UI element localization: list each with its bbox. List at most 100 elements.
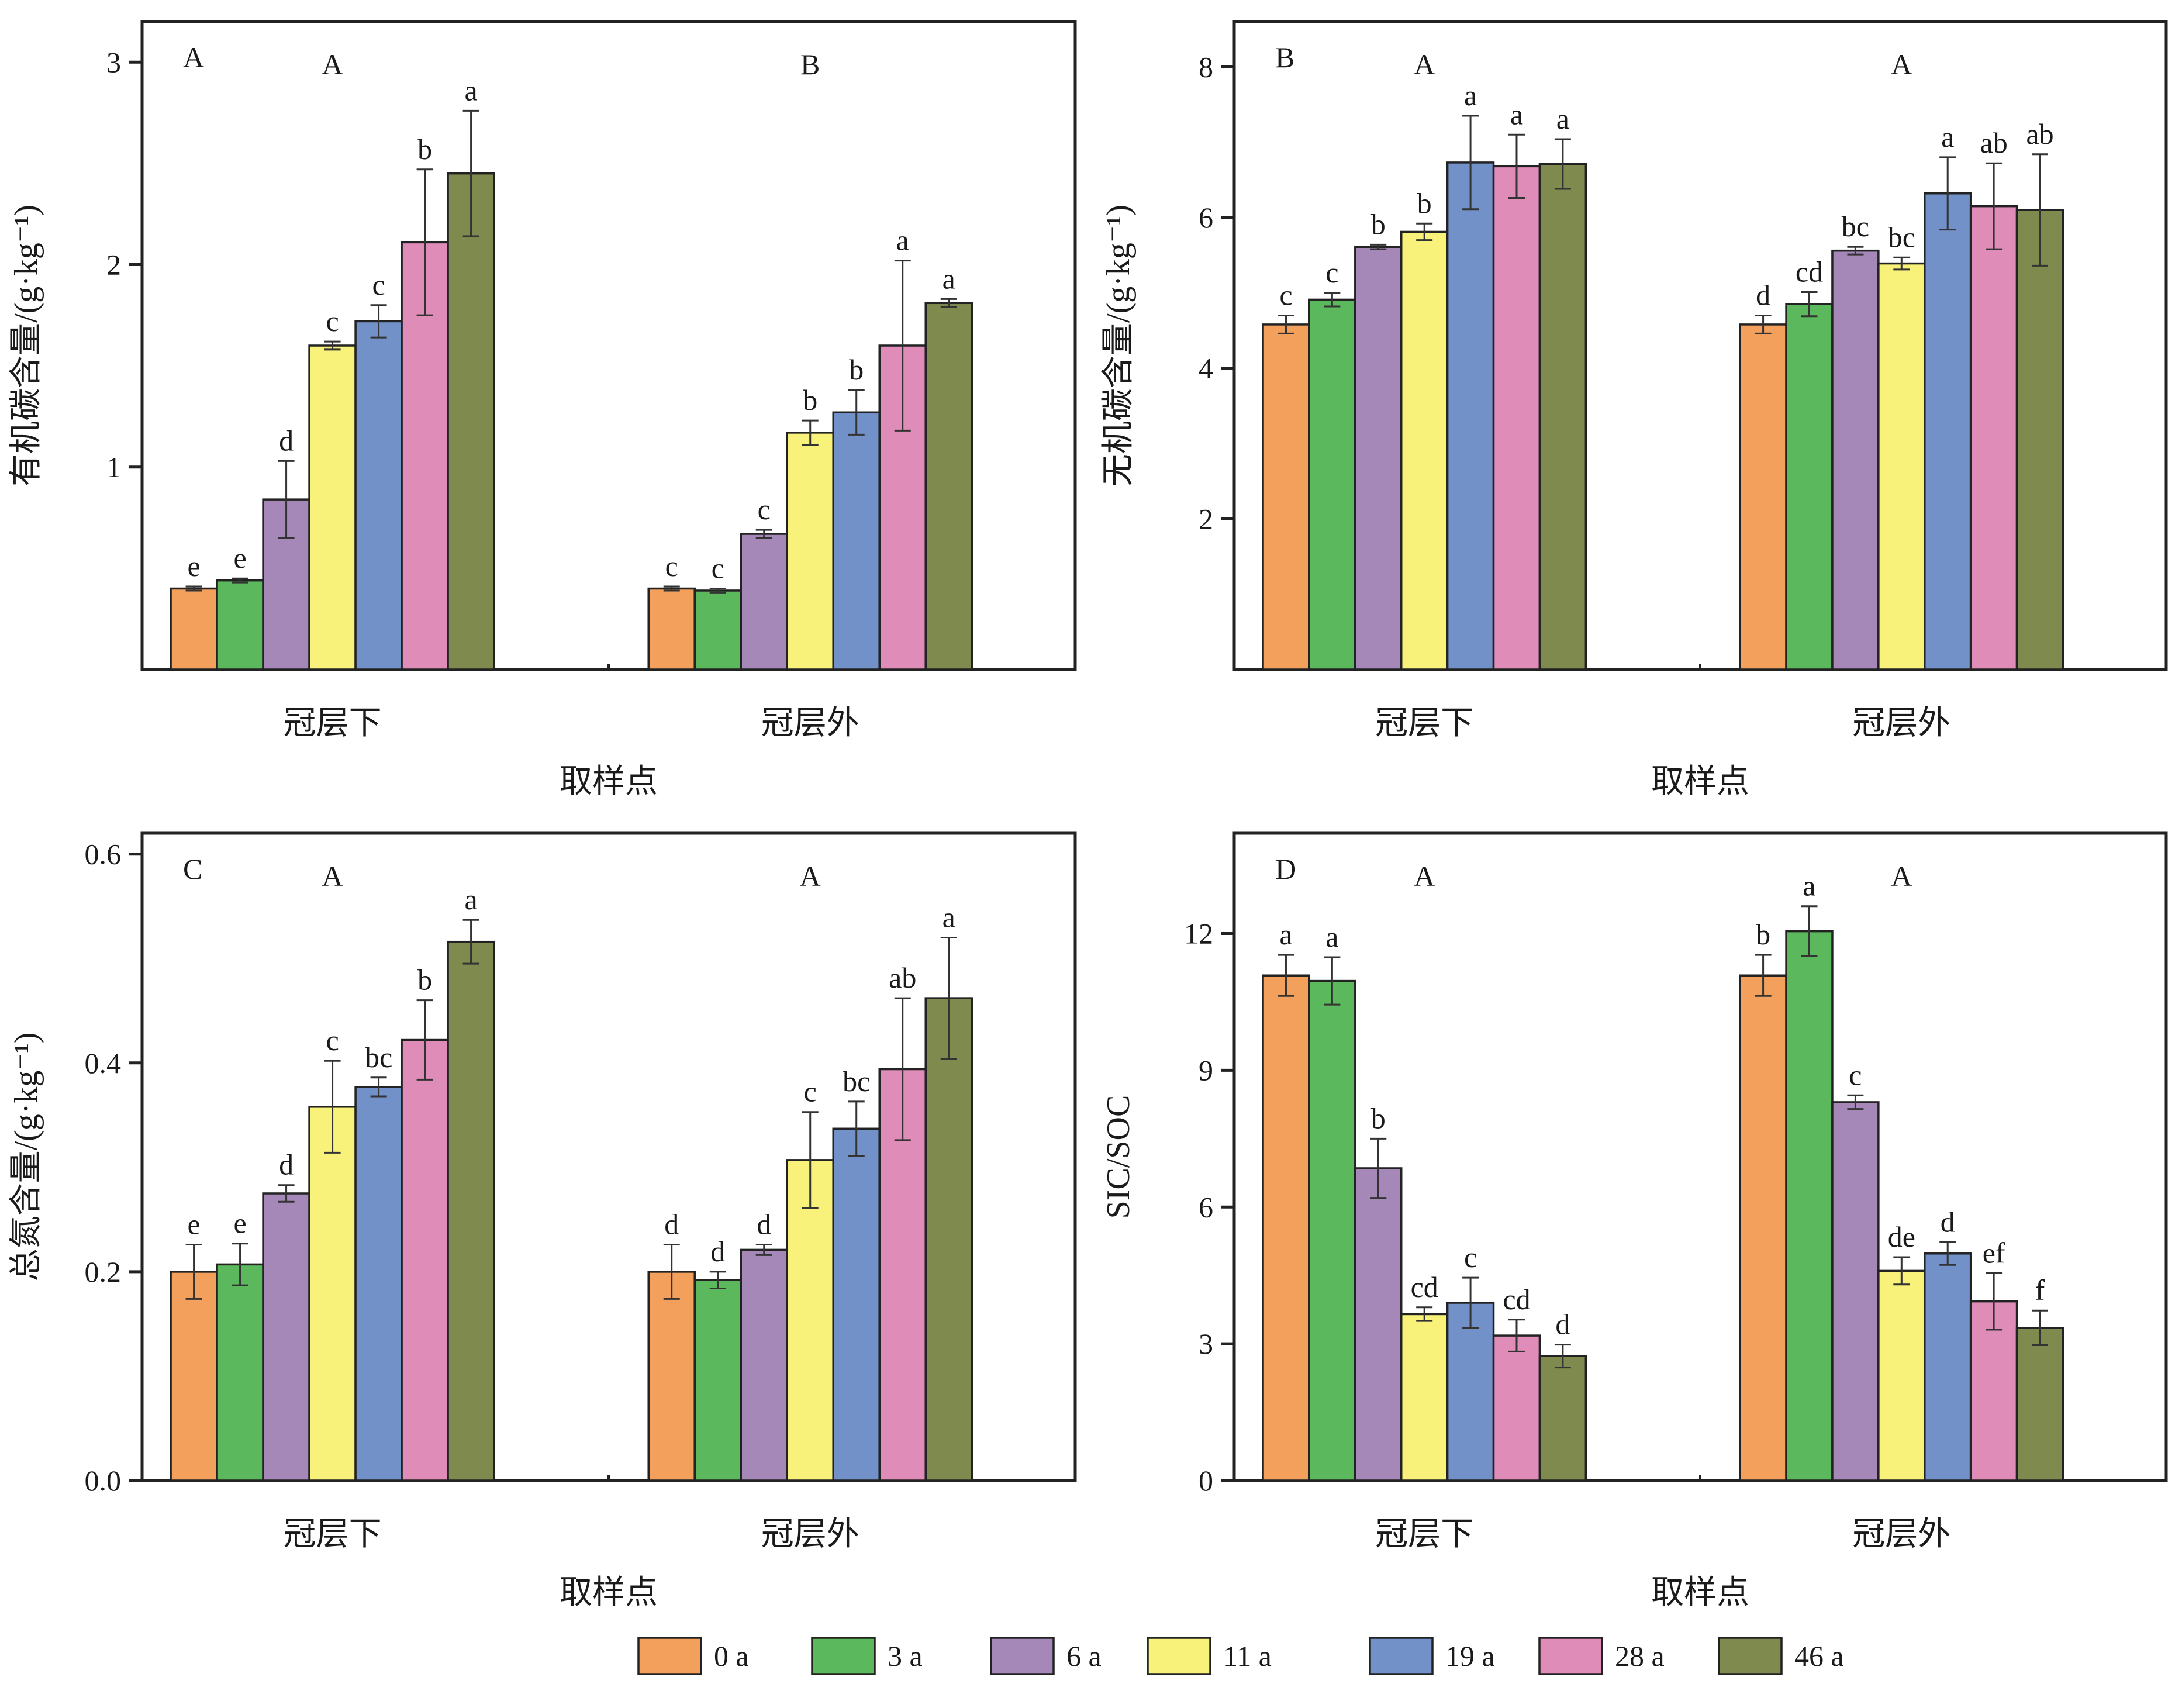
significance-letter: c: [665, 550, 678, 582]
legend-swatch: [1369, 1637, 1434, 1675]
bar: [354, 320, 403, 671]
bar: [1492, 1334, 1541, 1482]
legend-label: 46 a: [1794, 1640, 1844, 1672]
x-tick-label: 冠层下: [1375, 1516, 1473, 1552]
significance-letter: b: [1371, 208, 1386, 240]
bar: [832, 411, 881, 671]
y-tick-label: 12: [1184, 917, 1213, 950]
bar: [1969, 1300, 2018, 1482]
bar: [1308, 298, 1356, 671]
bar: [832, 1127, 881, 1482]
group-significance-letter: A: [322, 860, 343, 892]
legend-label: 6 a: [1066, 1640, 1102, 1672]
x-tick-label: 冠层下: [284, 1516, 382, 1552]
y-tick-label: 0: [1199, 1464, 1213, 1497]
significance-letter: b: [417, 133, 432, 165]
x-tick-label: 冠层外: [761, 705, 859, 741]
significance-letter: bc: [1842, 210, 1869, 243]
bar: [740, 533, 788, 671]
legend-label: 11 a: [1223, 1640, 1272, 1672]
significance-letter: d: [1756, 278, 1770, 311]
bar: [786, 432, 834, 671]
y-tick-label: 8: [1199, 50, 1213, 83]
significance-letter: b: [849, 353, 864, 386]
bar: [647, 587, 696, 671]
bar: [924, 997, 973, 1482]
x-axis-title: 取样点: [1651, 1575, 1749, 1611]
bar: [740, 1248, 788, 1482]
bar: [216, 579, 264, 671]
legend-label: 28 a: [1615, 1640, 1665, 1672]
significance-letter: b: [417, 964, 432, 996]
significance-letter: a: [942, 901, 955, 934]
significance-letter: a: [464, 883, 477, 916]
significance-letter: bc: [843, 1065, 870, 1098]
bar: [2015, 1327, 2064, 1482]
y-tick-label: 2: [106, 249, 121, 281]
x-tick-label: 冠层下: [1375, 705, 1473, 741]
bar: [1446, 1302, 1495, 1482]
significance-letter: a: [942, 262, 955, 295]
legend: 0 a 3 a 6 a 11 a 19 a 28 a 46 a: [637, 1637, 1844, 1675]
significance-letter: e: [233, 1207, 246, 1240]
significance-letter: d: [279, 424, 294, 457]
y-tick-label: 3: [1199, 1327, 1213, 1360]
legend-swatch: [1538, 1637, 1603, 1675]
significance-letter: a: [464, 74, 477, 106]
y-tick-label: 4: [1199, 352, 1213, 385]
panel-letter: C: [183, 853, 202, 885]
significance-letter: d: [279, 1148, 294, 1181]
y-tick-label: 1: [106, 451, 121, 484]
bar: [1308, 979, 1356, 1482]
significance-letter: cd: [1796, 256, 1823, 288]
group-significance-letter: A: [1891, 48, 1912, 81]
bar: [1739, 974, 1787, 1482]
significance-letter: c: [804, 1075, 817, 1108]
significance-letter: ab: [2026, 118, 2053, 150]
group-significance-letter: A: [1414, 860, 1435, 892]
significance-letter: c: [1464, 1241, 1477, 1274]
bar: [1354, 1167, 1403, 1482]
bar: [401, 1038, 449, 1482]
x-tick-label: 冠层外: [1852, 705, 1950, 741]
significance-letter: c: [326, 1024, 339, 1057]
significance-letter: a: [1510, 98, 1523, 130]
significance-letter: e: [233, 541, 246, 574]
significance-letter: ab: [889, 961, 916, 994]
significance-letter: d: [664, 1207, 679, 1240]
significance-letter: de: [1888, 1220, 1915, 1253]
bar: [401, 241, 449, 671]
group-significance-letter: A: [1891, 860, 1912, 892]
significance-letter: e: [187, 550, 200, 582]
bar: [1877, 1269, 1926, 1482]
significance-letter: cd: [1503, 1283, 1530, 1316]
bar: [170, 1271, 218, 1482]
significance-letter: f: [2035, 1274, 2045, 1306]
x-axis-title: 取样点: [560, 764, 658, 800]
legend-swatch: [811, 1637, 876, 1675]
significance-letter: c: [372, 268, 385, 301]
significance-letter: cd: [1411, 1271, 1438, 1303]
bar: [1785, 930, 1834, 1482]
significance-letter: c: [1279, 278, 1292, 311]
bar: [1831, 249, 1880, 671]
x-tick-label: 冠层下: [284, 705, 382, 741]
group-significance-letter: A: [1414, 48, 1435, 81]
bar: [1877, 262, 1926, 671]
significance-letter: d: [1941, 1205, 1955, 1238]
significance-letter: bc: [365, 1041, 392, 1074]
bar: [1538, 1355, 1587, 1482]
y-axis-title: 无机碳含量/(g·kg⁻¹): [1100, 205, 1137, 486]
significance-letter: c: [1325, 256, 1338, 289]
significance-letter: a: [896, 224, 909, 257]
significance-letter: a: [1941, 120, 1954, 153]
bar: [1354, 246, 1403, 671]
panel-letter: D: [1275, 853, 1296, 885]
significance-letter: ab: [1980, 126, 2008, 159]
